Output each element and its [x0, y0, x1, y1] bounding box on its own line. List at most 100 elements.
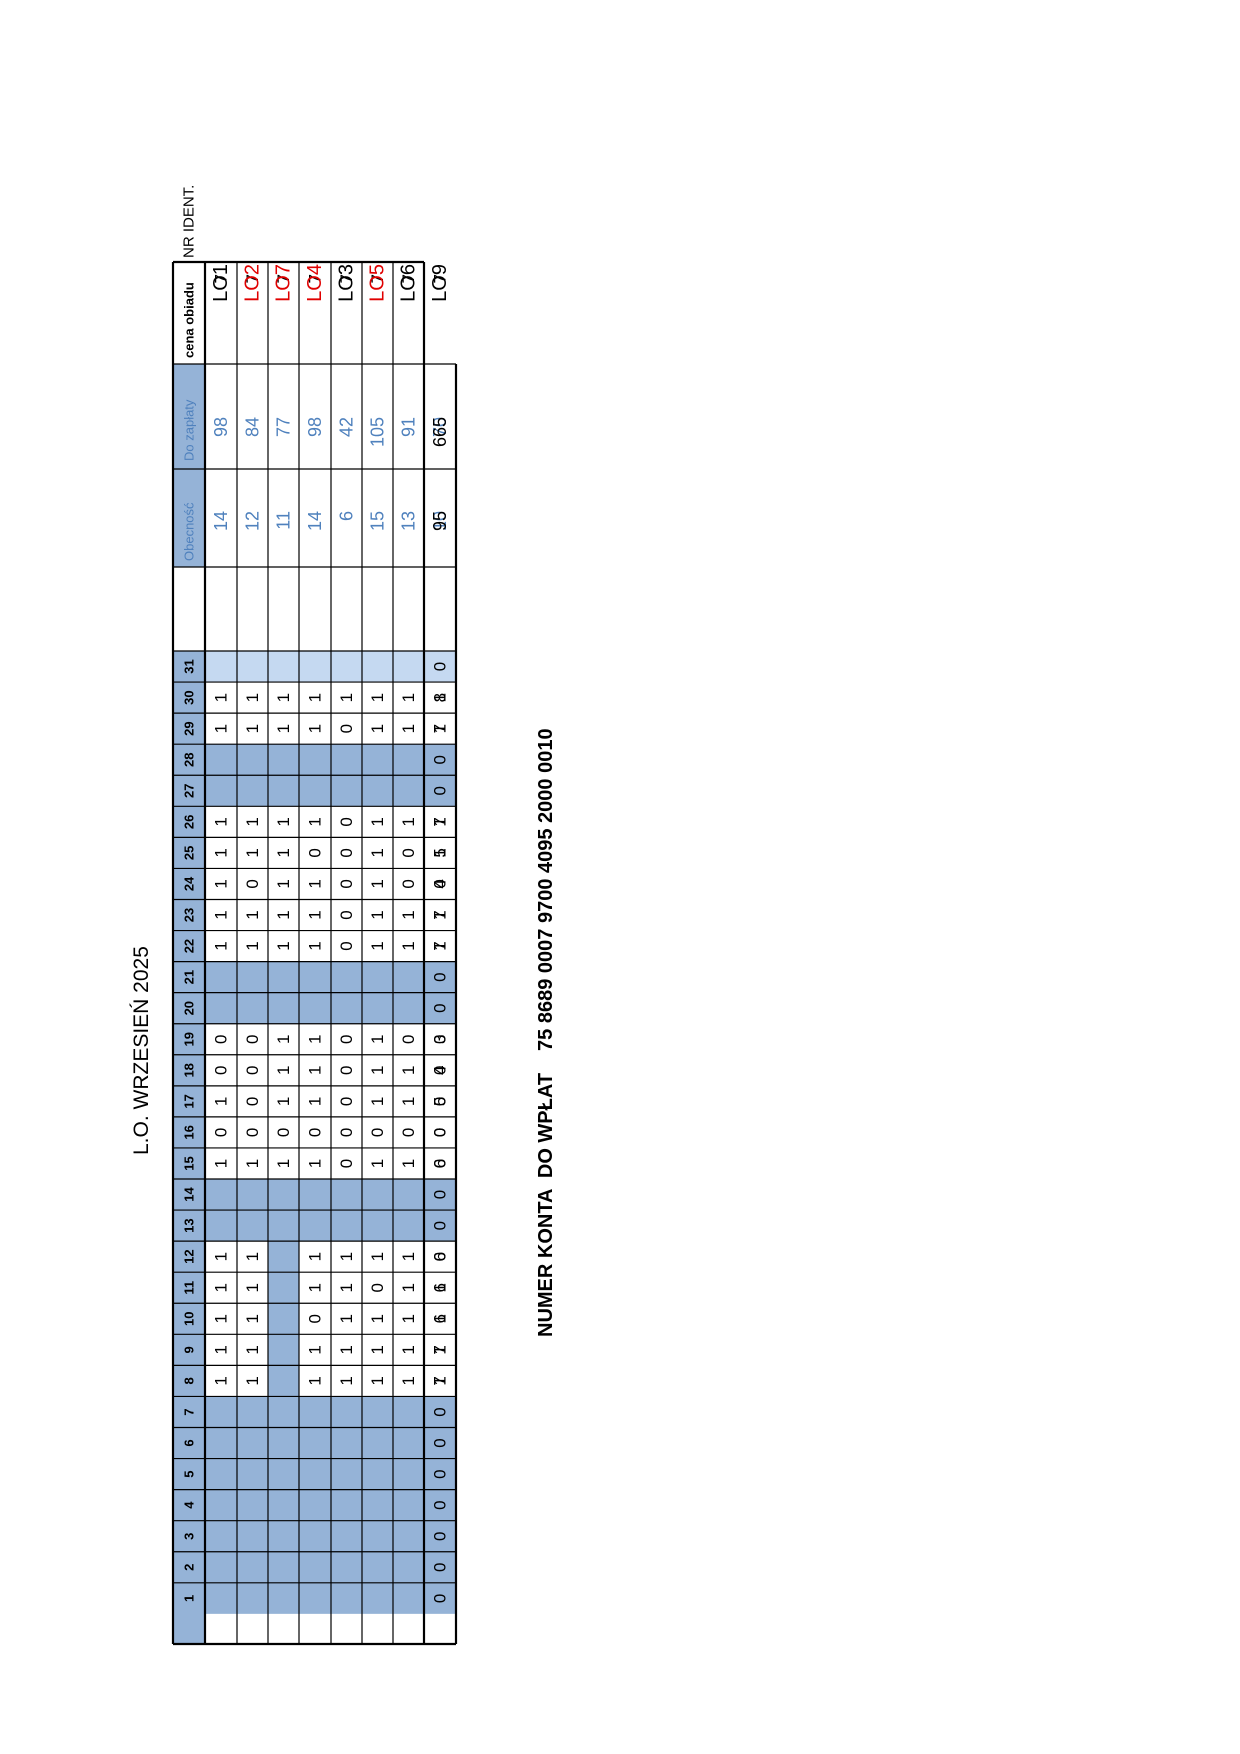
- day-value: 0: [306, 1128, 325, 1137]
- day-value: 1: [212, 1159, 231, 1168]
- day-value: 0: [243, 1097, 262, 1106]
- shaded-cell: [237, 1489, 268, 1521]
- price-value: 7: [306, 274, 325, 283]
- day-value: 0: [306, 848, 325, 857]
- shaded-cell: [268, 1427, 299, 1459]
- day-value: 1: [243, 1283, 262, 1292]
- day-value: 1: [306, 1035, 325, 1044]
- shaded-cell: [331, 1396, 362, 1428]
- day-value: 0: [243, 879, 262, 888]
- total-day-value: 4: [431, 879, 450, 888]
- shaded-cell: [268, 1582, 299, 1614]
- shaded-cell: [268, 961, 299, 993]
- day-value: 1: [243, 910, 262, 919]
- shaded-cell: [424, 1582, 456, 1614]
- shaded-cell: [268, 1489, 299, 1521]
- shaded-cell: [205, 992, 237, 1024]
- day-value: 1: [212, 910, 231, 919]
- header-day-31: 31: [182, 659, 197, 673]
- shaded-cell: [393, 1210, 424, 1242]
- day-value: 1: [368, 1066, 387, 1075]
- to-pay-value: 70: [430, 417, 450, 437]
- shaded-cell: [299, 1520, 331, 1552]
- shaded-cell: [362, 1396, 393, 1428]
- day-value: 1: [368, 879, 387, 888]
- to-pay-value: 98: [211, 417, 231, 437]
- attendance-value: 12: [243, 511, 263, 531]
- day-value: 0: [368, 1283, 387, 1292]
- total-day-value: 5: [431, 1097, 450, 1106]
- header-to-pay: Do zapłaty: [182, 399, 197, 461]
- shaded-cell: [237, 1179, 268, 1211]
- shaded-cell: [331, 1489, 362, 1521]
- shaded-cell: [424, 651, 456, 683]
- day-value: 1: [431, 1283, 450, 1292]
- total-day-value: 7: [431, 817, 450, 826]
- shaded-cell: [424, 775, 456, 807]
- day-value: 1: [212, 693, 231, 702]
- header-day-13: 13: [182, 1218, 197, 1232]
- header-day-29: 29: [182, 721, 197, 735]
- header-attendance-fill: [173, 469, 205, 567]
- day-value: 1: [368, 1159, 387, 1168]
- header-day-7: 7: [182, 1408, 197, 1415]
- day-value: 1: [306, 910, 325, 919]
- day-value: 1: [274, 817, 293, 826]
- day-value: 1: [243, 693, 262, 702]
- header-day-16: 16: [182, 1125, 197, 1139]
- shaded-cell: [299, 744, 331, 776]
- day-value: 1: [368, 848, 387, 857]
- shaded-cell: [424, 1179, 456, 1211]
- total-attendance: 95: [430, 511, 450, 531]
- shaded-cell: [237, 1210, 268, 1242]
- day-value: 1: [243, 1252, 262, 1261]
- day-value: 1: [274, 879, 293, 888]
- header-day-9: 9: [182, 1346, 197, 1353]
- day-value: 0: [337, 1128, 356, 1137]
- day-value: 1: [399, 1159, 418, 1168]
- price-value: 7: [399, 274, 418, 283]
- day-value: 1: [306, 817, 325, 826]
- day-value: 0: [431, 1066, 450, 1075]
- shaded-cell: [393, 1458, 424, 1490]
- day-value: 1: [274, 1066, 293, 1075]
- shaded-cell: [268, 1458, 299, 1490]
- header-day-27: 27: [182, 784, 197, 798]
- day-value: 1: [399, 1252, 418, 1261]
- day-value: 1: [212, 848, 231, 857]
- shaded-cell: [362, 1179, 393, 1211]
- day-value: 1: [368, 1345, 387, 1354]
- day-value: 1: [431, 1376, 450, 1385]
- header-day-26: 26: [182, 815, 197, 829]
- shaded-cell: [237, 744, 268, 776]
- header-day-30: 30: [182, 690, 197, 704]
- day-value: 1: [368, 1314, 387, 1323]
- shaded-cell: [205, 1427, 237, 1459]
- row-id: LO7: [273, 264, 295, 302]
- day-value: 1: [212, 817, 231, 826]
- account-number: 75 8689 0007 9700 4095 2000 0010: [535, 728, 557, 1051]
- day-value: 1: [368, 693, 387, 702]
- shaded-cell: [393, 1489, 424, 1521]
- day-value: 1: [368, 910, 387, 919]
- shaded-cell: [393, 744, 424, 776]
- day-value: 1: [274, 848, 293, 857]
- shaded-cell: [362, 1489, 393, 1521]
- shaded-cell: [299, 992, 331, 1024]
- shaded-cell: [331, 1458, 362, 1490]
- row-id: LO9: [429, 264, 451, 302]
- header-day-24: 24: [182, 876, 197, 891]
- shaded-cell: [299, 1489, 331, 1521]
- price-value: 7: [431, 274, 450, 283]
- shaded-cell: [424, 1427, 456, 1459]
- total-day-value: 0: [431, 1500, 450, 1509]
- shaded-cell: [393, 775, 424, 807]
- shaded-cell: [237, 961, 268, 993]
- day-value: 1: [399, 941, 418, 950]
- total-day-value: 6: [431, 1283, 450, 1292]
- header-topay-fill: [173, 364, 205, 469]
- day-value: 1: [212, 1345, 231, 1354]
- shaded-cell: [331, 992, 362, 1024]
- day-value: 0: [399, 1035, 418, 1044]
- row-id: LO5: [367, 264, 389, 302]
